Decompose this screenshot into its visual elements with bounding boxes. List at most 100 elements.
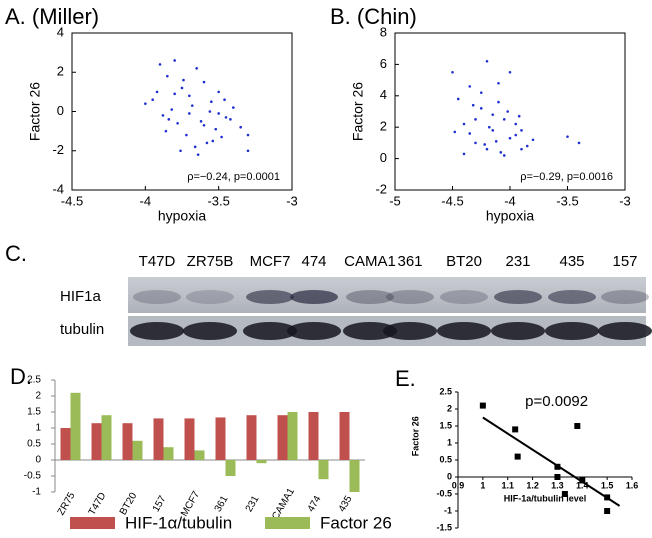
y-tick-label: 2.5: [27, 375, 41, 386]
plot-frame: [394, 32, 626, 191]
point: [246, 133, 250, 137]
bar: [277, 415, 288, 460]
point: [474, 118, 477, 121]
x-tick-label: -3.5: [556, 193, 578, 208]
y-tick-label: -4: [52, 181, 64, 196]
bar: [70, 392, 81, 460]
point: [488, 125, 491, 129]
y-axis-label: Factor 26: [410, 416, 420, 456]
bar: [256, 460, 267, 464]
y-tick-label: -2: [375, 181, 387, 196]
bar: [153, 418, 164, 460]
point: [211, 139, 215, 143]
y-tick-label: 1.5: [439, 420, 452, 430]
bar: [287, 412, 298, 460]
point: [202, 80, 206, 84]
annotation: ρ=−0.29, p=0.0016: [520, 171, 613, 183]
x-tick-label: T47D: [87, 491, 109, 518]
y-tick-label: 6: [380, 56, 387, 71]
lane-label: 157: [612, 253, 637, 270]
point: [144, 102, 147, 105]
band: [183, 322, 237, 340]
point: [220, 135, 223, 139]
point: [223, 98, 226, 102]
y-tick-label: -0.5: [436, 488, 452, 498]
point: [514, 122, 518, 126]
y-tick-label: 2: [447, 403, 452, 413]
band: [287, 322, 341, 340]
point: [502, 154, 506, 157]
point: [579, 477, 586, 484]
point: [195, 67, 198, 70]
point: [554, 474, 561, 480]
x-tick-label: -3: [619, 193, 631, 208]
point: [554, 463, 561, 470]
point: [180, 86, 184, 90]
point: [224, 116, 228, 119]
y-tick-label: 0: [35, 455, 41, 466]
band: [440, 290, 488, 304]
x-tick-label: 1: [480, 480, 485, 490]
point: [462, 122, 466, 126]
point: [514, 133, 518, 137]
fit-line: [482, 416, 621, 507]
annotation: ρ=−0.24, p=0.0001: [187, 171, 280, 183]
x-tick-label: 1.5: [601, 480, 614, 490]
x-tick-label: -4.5: [61, 193, 83, 208]
x-tick-label: -5: [389, 193, 401, 208]
y-tick-label: 4: [380, 87, 387, 102]
point: [508, 136, 512, 140]
y-tick-label: 4: [57, 24, 64, 39]
legend-swatch: [265, 517, 310, 529]
panel-label: D.: [10, 364, 32, 389]
point: [508, 70, 512, 74]
bar: [101, 415, 112, 460]
bar: [339, 412, 350, 460]
y-tick-label: 0: [380, 150, 387, 165]
point: [188, 94, 191, 98]
band: [186, 290, 234, 304]
point: [199, 120, 203, 123]
y-tick-label: -1.5: [436, 522, 452, 532]
point: [561, 491, 568, 497]
y-tick-label: -1: [444, 505, 452, 515]
point: [577, 141, 581, 145]
y-tick-label: 0: [447, 471, 452, 481]
x-tick-label: -3.5: [207, 193, 229, 208]
lane-label: ZR75B: [187, 253, 234, 270]
point: [208, 110, 212, 113]
band: [598, 322, 652, 340]
point: [525, 144, 529, 148]
legend-label: HIF-1α/tubulin: [125, 513, 232, 532]
x-tick-label: 157: [151, 494, 169, 514]
y-tick-label: 1.5: [27, 407, 41, 418]
point: [185, 133, 188, 137]
point: [188, 112, 191, 115]
band: [133, 290, 181, 304]
band: [246, 290, 294, 304]
x-tick-label: -4.5: [441, 193, 463, 208]
point: [520, 129, 523, 132]
y-tick-label: 8: [380, 24, 387, 39]
panel-label: A. (Miller): [5, 4, 99, 29]
band: [290, 290, 338, 304]
point: [462, 152, 466, 156]
bar: [215, 417, 226, 460]
x-tick-label: ZR75: [56, 490, 78, 517]
point: [239, 125, 242, 129]
point: [474, 141, 477, 145]
band: [346, 290, 394, 304]
band: [437, 322, 491, 340]
y-tick-label: -1: [32, 487, 41, 498]
point: [196, 153, 200, 156]
point: [155, 90, 159, 94]
x-axis-label: hypoxia: [158, 208, 206, 224]
y-tick-label: -2: [52, 142, 64, 157]
point: [166, 74, 169, 78]
panel-label: C.: [5, 241, 27, 266]
x-tick-label: 1.6: [626, 480, 639, 490]
x-tick-label: 1.2: [526, 480, 539, 490]
lane-label: T47D: [139, 253, 176, 270]
lane-label: 474: [301, 253, 326, 270]
y-tick-label: 2: [35, 391, 41, 402]
